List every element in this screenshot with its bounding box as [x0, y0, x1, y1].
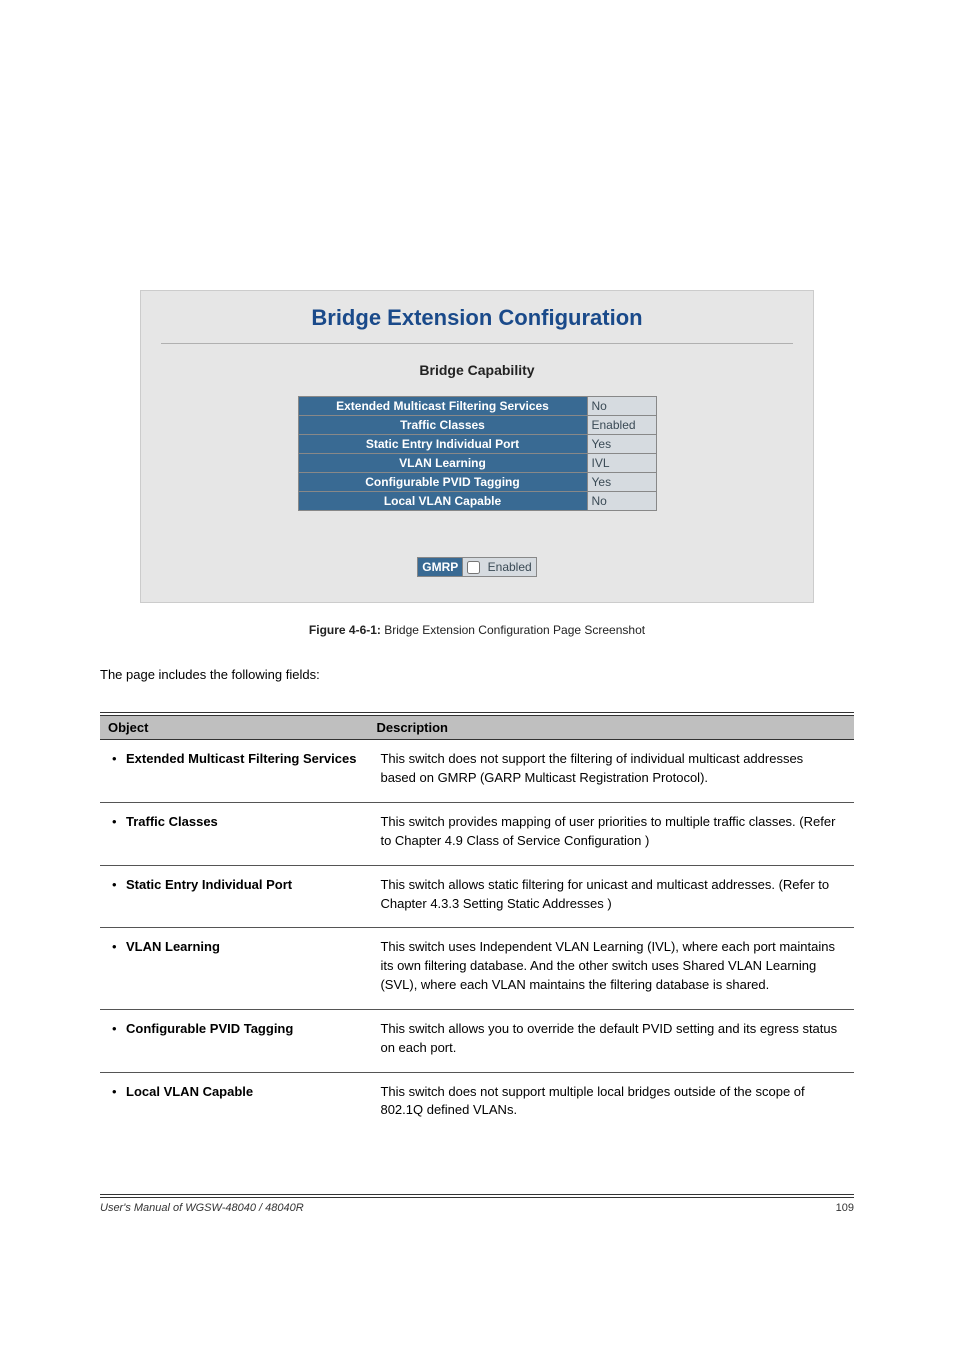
description-cell: This switch allows static filtering for … [368, 865, 854, 928]
panel-divider [161, 343, 793, 344]
cap-value: No [587, 492, 656, 511]
table-row: •VLAN LearningThis switch uses Independe… [100, 928, 854, 1010]
cap-label: VLAN Learning [298, 454, 587, 473]
gmrp-checkbox-label: Enabled [488, 560, 532, 574]
cap-label: Traffic Classes [298, 416, 587, 435]
table-row: •Static Entry Individual PortThis switch… [100, 865, 854, 928]
gmrp-row: GMRP Enabled [417, 557, 536, 577]
figure-caption: Figure 4-6-1: Bridge Extension Configura… [100, 623, 854, 637]
cap-value: IVL [587, 454, 656, 473]
description-cell: This switch allows you to override the d… [368, 1009, 854, 1072]
gmrp-value-cell: Enabled [463, 558, 536, 577]
config-panel: Bridge Extension Configuration Bridge Ca… [140, 290, 814, 603]
footer-page-number: 109 [836, 1202, 854, 1214]
object-cell: •Local VLAN Capable [100, 1072, 368, 1134]
table-row: •Configurable PVID TaggingThis switch al… [100, 1009, 854, 1072]
description-cell: This switch does not support the filteri… [368, 740, 854, 803]
cap-value: Enabled [587, 416, 656, 435]
cap-label: Extended Multicast Filtering Services [298, 397, 587, 416]
cap-value: Yes [587, 473, 656, 492]
table-row: Local VLAN Capable No [298, 492, 656, 511]
table-row: Extended Multicast Filtering Services No [298, 397, 656, 416]
object-cell: •Extended Multicast Filtering Services [100, 740, 368, 803]
description-cell: This switch uses Independent VLAN Learni… [368, 928, 854, 1010]
panel-title: Bridge Extension Configuration [161, 305, 793, 331]
table-row: Static Entry Individual Port Yes [298, 435, 656, 454]
figure-caption-number: Figure 4-6-1: [309, 623, 381, 637]
table-row: •Traffic ClassesThis switch provides map… [100, 803, 854, 866]
gmrp-checkbox[interactable] [467, 561, 480, 574]
field-description-table: Object Description •Extended Multicast F… [100, 712, 854, 1134]
gmrp-label: GMRP [418, 558, 463, 577]
object-cell: •Static Entry Individual Port [100, 865, 368, 928]
bridge-capability-table: Extended Multicast Filtering Services No… [298, 396, 657, 511]
table-row: •Local VLAN CapableThis switch does not … [100, 1072, 854, 1134]
column-header-object: Object [100, 716, 368, 740]
cap-label: Configurable PVID Tagging [298, 473, 587, 492]
object-cell: •Traffic Classes [100, 803, 368, 866]
object-cell: •VLAN Learning [100, 928, 368, 1010]
cap-value: No [587, 397, 656, 416]
description-cell: This switch does not support multiple lo… [368, 1072, 854, 1134]
page-footer: User's Manual of WGSW-48040 / 48040R 109 [100, 1194, 854, 1214]
intro-line: The page includes the following fields: [100, 667, 854, 682]
object-cell: •Configurable PVID Tagging [100, 1009, 368, 1072]
cap-label: Static Entry Individual Port [298, 435, 587, 454]
cap-value: Yes [587, 435, 656, 454]
description-cell: This switch provides mapping of user pri… [368, 803, 854, 866]
table-row: Traffic Classes Enabled [298, 416, 656, 435]
panel-subtitle: Bridge Capability [161, 362, 793, 378]
footer-left: User's Manual of WGSW-48040 / 48040R [100, 1202, 304, 1214]
table-row: Configurable PVID Tagging Yes [298, 473, 656, 492]
table-row: •Extended Multicast Filtering ServicesTh… [100, 740, 854, 803]
column-header-description: Description [368, 716, 854, 740]
cap-label: Local VLAN Capable [298, 492, 587, 511]
figure-caption-text: Bridge Extension Configuration Page Scre… [381, 623, 645, 637]
table-row: VLAN Learning IVL [298, 454, 656, 473]
